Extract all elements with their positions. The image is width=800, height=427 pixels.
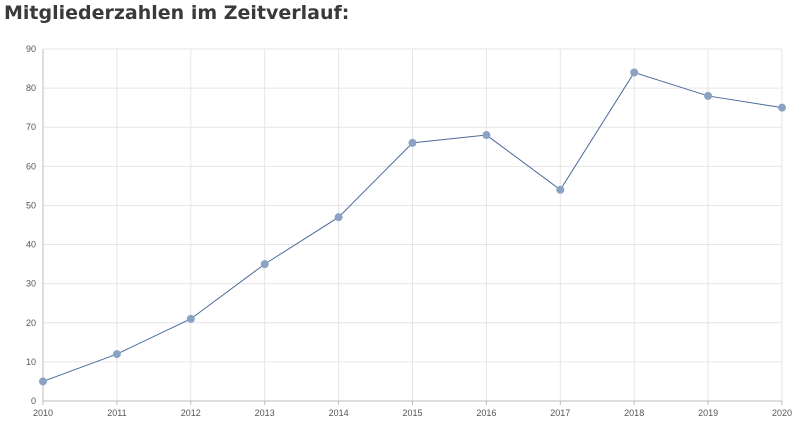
data-point [482,131,491,140]
y-tick-label: 60 [26,161,36,171]
x-tick-label: 2010 [33,408,53,418]
y-tick-label: 40 [26,240,36,250]
x-tick-label: 2015 [402,408,422,418]
x-tick-label: 2016 [476,408,496,418]
data-point [556,185,565,194]
data-point [334,213,343,222]
chart-axes [42,49,783,405]
y-tick-label: 20 [26,318,36,328]
data-point [778,103,786,112]
y-tick-label: 90 [26,44,36,54]
chart-series [39,68,786,386]
x-tick-label: 2017 [550,408,570,418]
y-tick-label: 10 [26,357,36,367]
x-tick-label: 2011 [107,408,126,418]
data-point [408,138,417,147]
chart-tick-labels: 0 10 20 30 40 50 60 70 80 90 2010 2011 2012 2013 2014 2… [26,44,792,418]
x-tick-label: 2014 [329,408,349,418]
x-tick-label: 2019 [698,408,718,418]
data-point [704,91,713,100]
data-point [39,377,47,386]
y-tick-label: 30 [26,279,36,289]
y-tick-label: 50 [26,200,36,210]
data-point [112,350,121,359]
x-tick-label: 2018 [624,408,644,418]
data-point [260,260,269,269]
chart-grid [42,48,783,401]
y-tick-label: 0 [31,396,36,406]
chart-heading: Mitgliederzahlen im Zeitverlauf: [4,2,350,24]
x-tick-label: 2013 [255,408,275,418]
x-tick-label: 2012 [181,408,201,418]
data-point [186,314,195,323]
data-point [630,68,639,77]
y-tick-label: 70 [26,122,36,132]
y-tick-label: 80 [26,83,36,93]
x-tick-label: 2020 [772,408,792,418]
